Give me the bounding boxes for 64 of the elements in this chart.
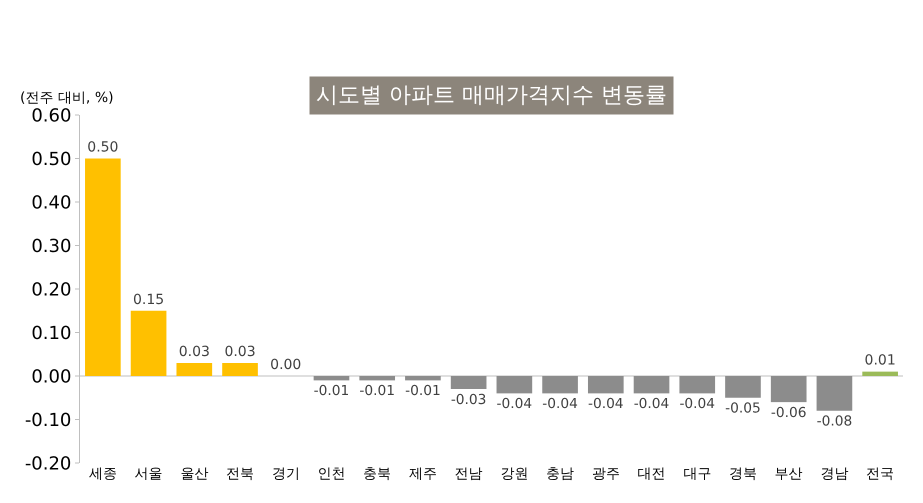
bar	[450, 376, 486, 390]
bar	[314, 376, 350, 380]
data-label: 0.03	[224, 344, 256, 360]
data-label: 0.50	[87, 140, 118, 156]
bar	[634, 376, 670, 394]
x-tick-label: 제주	[408, 466, 437, 482]
x-tick-label: 전북	[226, 466, 254, 482]
data-label: -0.01	[314, 383, 350, 400]
bar	[679, 376, 716, 394]
y-tick-label: 0.10	[31, 322, 72, 344]
data-label: -0.04	[679, 396, 715, 412]
data-label: -0.01	[405, 383, 441, 400]
bar	[85, 158, 121, 376]
bar	[359, 376, 396, 380]
y-tick-label: 0.60	[31, 105, 72, 126]
bar	[130, 310, 166, 376]
data-label: -0.01	[359, 383, 396, 400]
bar	[862, 372, 898, 376]
bar	[816, 376, 852, 411]
x-tick-label: 충남	[546, 466, 574, 482]
data-label: -0.05	[725, 400, 761, 417]
x-tick-label: 세종	[88, 466, 117, 482]
x-tick-label: 경남	[820, 466, 848, 482]
y-tick-label: 0.40	[31, 192, 72, 214]
bar	[542, 376, 578, 394]
data-label: 0.15	[133, 292, 164, 308]
y-axis-title: (전주 대비, %)	[20, 90, 114, 106]
x-tick-label: 경기	[272, 466, 300, 482]
y-tick-label: 0.30	[31, 236, 72, 257]
x-tick-label: 전국	[866, 466, 894, 482]
bar	[770, 376, 807, 402]
data-label: -0.04	[634, 396, 670, 412]
x-tick-label: 대전	[638, 466, 666, 482]
bar	[496, 376, 532, 394]
y-tick-label: 0.50	[31, 148, 72, 170]
data-label: -0.03	[450, 392, 486, 408]
y-tick-label: 0.20	[31, 279, 72, 300]
x-tick-label: 강원	[500, 466, 528, 482]
data-label: 0.03	[178, 344, 210, 360]
y-tick-label: -0.10	[24, 410, 72, 431]
bar	[222, 362, 258, 376]
x-tick-label: 대구	[683, 466, 712, 482]
x-tick-label: 인천	[317, 466, 346, 482]
x-tick-label: 서울	[134, 466, 163, 482]
bar	[176, 362, 212, 376]
data-label: -0.04	[542, 396, 578, 412]
x-tick-label: 부산	[774, 466, 803, 482]
chart-title: 시도별 아파트 매매가격지수 변동률	[316, 83, 667, 108]
data-label: -0.06	[770, 404, 806, 421]
data-label: 0.01	[864, 352, 896, 369]
data-label: -0.08	[816, 414, 852, 430]
bar	[405, 376, 441, 380]
data-label: -0.04	[496, 396, 532, 412]
bar	[725, 376, 761, 398]
x-tick-label: 광주	[592, 466, 620, 482]
x-tick-label: 울산	[180, 466, 208, 482]
x-tick-label: 경북	[728, 466, 757, 482]
bar	[588, 376, 624, 394]
y-tick-label: 0.00	[31, 366, 72, 388]
data-label: 0.00	[270, 357, 302, 373]
y-tick-label: -0.20	[24, 453, 72, 474]
data-label: -0.04	[588, 396, 624, 412]
x-tick-label: 전남	[454, 466, 483, 482]
x-tick-label: 충북	[363, 466, 392, 482]
